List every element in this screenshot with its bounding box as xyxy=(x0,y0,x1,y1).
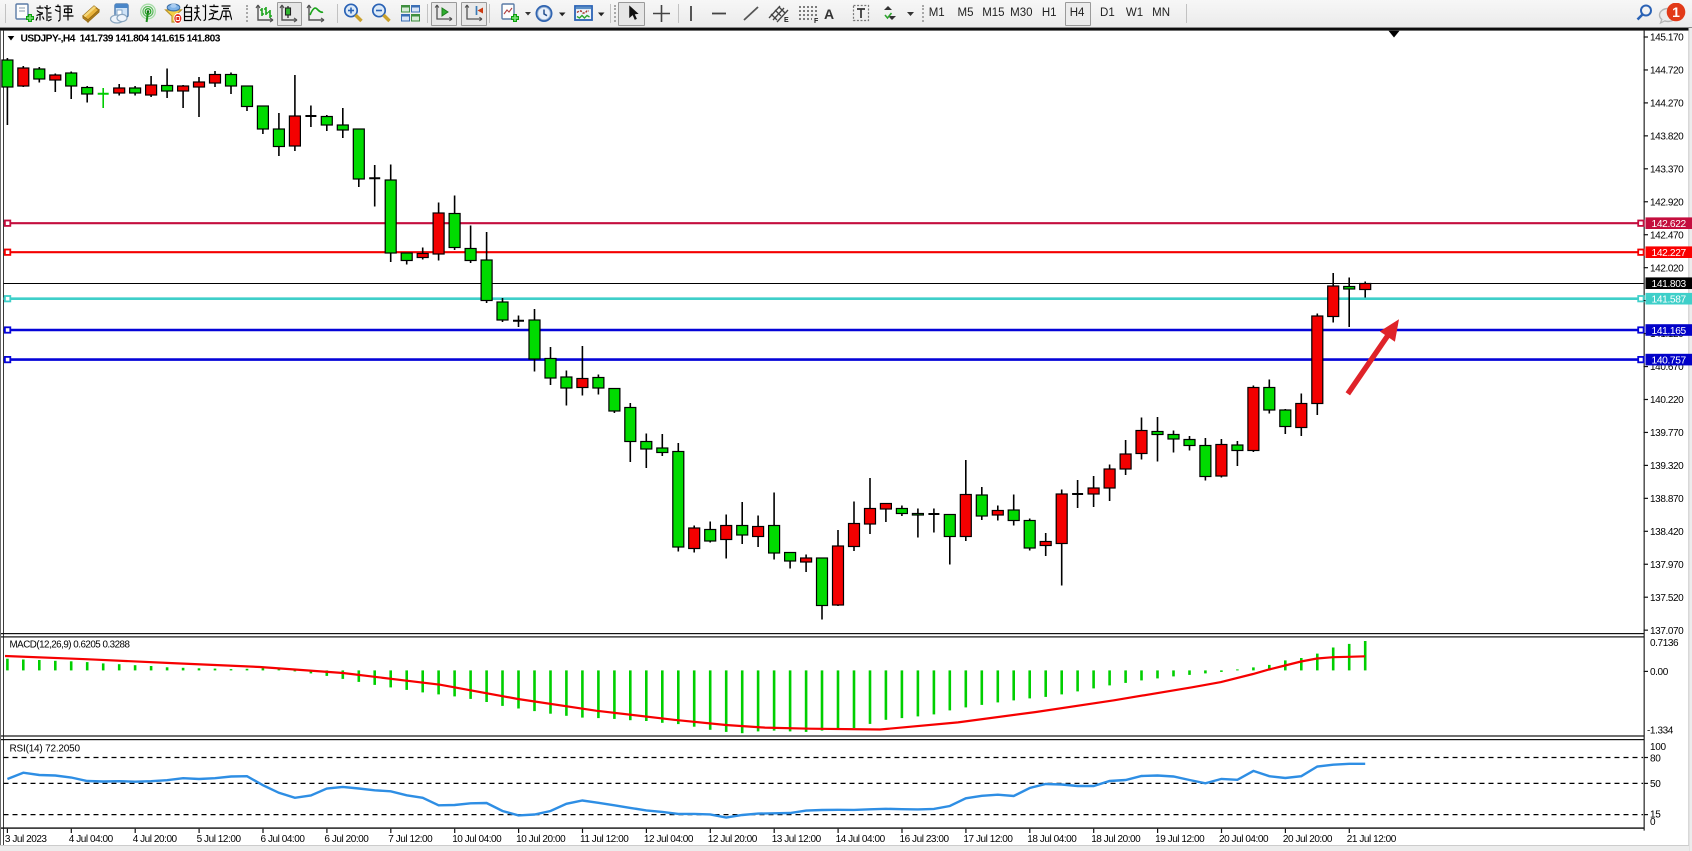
svg-text:5 Jul 12:00: 5 Jul 12:00 xyxy=(197,834,242,845)
svg-text:11 Jul 12:00: 11 Jul 12:00 xyxy=(580,834,629,845)
svg-text:137.970: 137.970 xyxy=(1650,560,1684,571)
svg-text:10 Jul 04:00: 10 Jul 04:00 xyxy=(452,834,502,845)
svg-text:141.165: 141.165 xyxy=(1652,326,1687,337)
svg-text:145.170: 145.170 xyxy=(1650,33,1684,44)
svg-text:19 Jul 12:00: 19 Jul 12:00 xyxy=(1155,834,1205,845)
svg-text:140.670: 140.670 xyxy=(1650,362,1684,373)
svg-text:139.770: 139.770 xyxy=(1650,428,1684,439)
svg-text:144.270: 144.270 xyxy=(1650,99,1684,110)
svg-text:142.622: 142.622 xyxy=(1652,219,1687,230)
svg-text:142.020: 142.020 xyxy=(1650,263,1684,274)
svg-text:139.320: 139.320 xyxy=(1650,461,1684,472)
svg-text:12 Jul 04:00: 12 Jul 04:00 xyxy=(644,834,694,845)
svg-text:143.820: 143.820 xyxy=(1650,131,1684,142)
svg-text:MACD(12,26,9) 0.6205 0.3288: MACD(12,26,9) 0.6205 0.3288 xyxy=(10,640,131,651)
svg-text:142.920: 142.920 xyxy=(1650,197,1684,208)
svg-text:7 Jul 12:00: 7 Jul 12:00 xyxy=(388,834,433,845)
svg-text:4 Jul 20:00: 4 Jul 20:00 xyxy=(133,834,178,845)
svg-text:141.803: 141.803 xyxy=(1652,279,1687,290)
svg-text:3 Jul 2023: 3 Jul 2023 xyxy=(5,834,48,845)
svg-text:20 Jul 04:00: 20 Jul 04:00 xyxy=(1219,834,1269,845)
svg-text:USDJPY-,H4 141.739 141.804 14: USDJPY-,H4 141.739 141.804 141.615 141.8… xyxy=(21,33,221,44)
svg-text:100: 100 xyxy=(1650,742,1667,753)
svg-text:0.7136: 0.7136 xyxy=(1650,638,1679,649)
svg-text:50: 50 xyxy=(1650,779,1661,790)
svg-text:144.720: 144.720 xyxy=(1650,66,1684,77)
svg-text:RSI(14) 72.2050: RSI(14) 72.2050 xyxy=(10,744,81,755)
svg-text:142.470: 142.470 xyxy=(1650,230,1684,241)
svg-text:21 Jul 12:00: 21 Jul 12:00 xyxy=(1347,834,1397,845)
svg-text:1: 1 xyxy=(1672,4,1680,20)
svg-text:4 Jul 04:00: 4 Jul 04:00 xyxy=(69,834,114,845)
svg-text:143.370: 143.370 xyxy=(1650,164,1684,175)
svg-text:20 Jul 20:00: 20 Jul 20:00 xyxy=(1283,834,1333,845)
svg-text:137.070: 137.070 xyxy=(1650,626,1684,637)
svg-text:12 Jul 20:00: 12 Jul 20:00 xyxy=(708,834,758,845)
svg-text:0: 0 xyxy=(1650,817,1656,828)
svg-text:142.227: 142.227 xyxy=(1652,248,1687,259)
svg-text:17 Jul 12:00: 17 Jul 12:00 xyxy=(963,834,1013,845)
svg-text:140.220: 140.220 xyxy=(1650,395,1684,406)
svg-text:137.520: 137.520 xyxy=(1650,593,1684,604)
svg-text:138.870: 138.870 xyxy=(1650,494,1684,505)
svg-text:138.420: 138.420 xyxy=(1650,527,1684,538)
svg-text:80: 80 xyxy=(1650,754,1661,765)
svg-text:18 Jul 20:00: 18 Jul 20:00 xyxy=(1091,834,1141,845)
svg-text:F: F xyxy=(814,18,819,25)
svg-text:18 Jul 04:00: 18 Jul 04:00 xyxy=(1027,834,1077,845)
svg-text:E: E xyxy=(784,17,789,24)
svg-text:6 Jul 04:00: 6 Jul 04:00 xyxy=(261,834,306,845)
svg-text:16 Jul 23:00: 16 Jul 23:00 xyxy=(900,834,950,845)
svg-text:6 Jul 20:00: 6 Jul 20:00 xyxy=(324,834,369,845)
svg-text:-1.334: -1.334 xyxy=(1647,726,1674,737)
svg-text:15: 15 xyxy=(1650,810,1661,821)
svg-text:141.587: 141.587 xyxy=(1652,295,1687,306)
svg-text:14 Jul 04:00: 14 Jul 04:00 xyxy=(836,834,886,845)
svg-text:13 Jul 12:00: 13 Jul 12:00 xyxy=(772,834,822,845)
svg-text:140.757: 140.757 xyxy=(1652,355,1687,366)
svg-text:0.00: 0.00 xyxy=(1650,667,1669,678)
svg-text:10 Jul 20:00: 10 Jul 20:00 xyxy=(516,834,566,845)
